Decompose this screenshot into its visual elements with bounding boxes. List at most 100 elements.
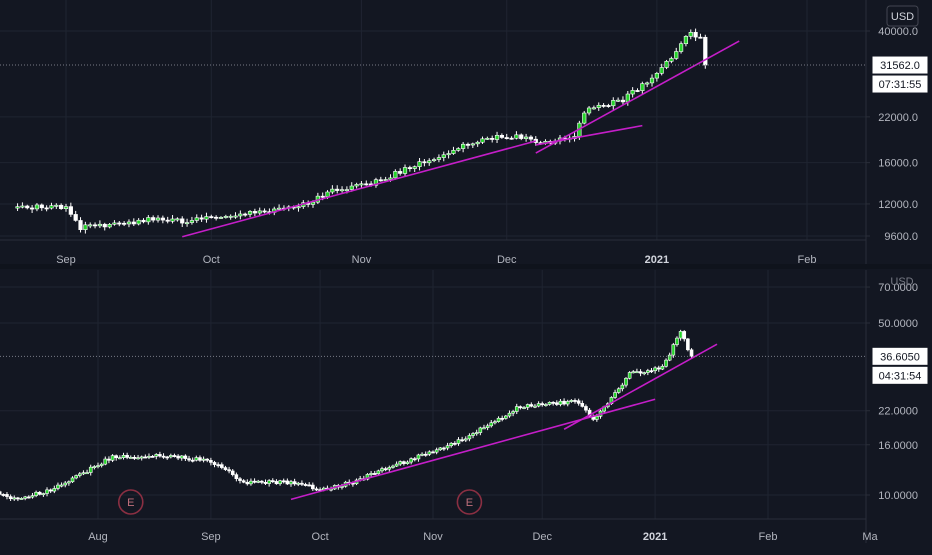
- candle: [194, 455, 199, 462]
- candle: [569, 399, 574, 403]
- candle: [41, 492, 46, 497]
- candle: [339, 186, 345, 193]
- candle-down: [78, 220, 83, 230]
- candle-up: [449, 442, 454, 447]
- candle: [645, 81, 650, 88]
- candle-down: [37, 491, 42, 495]
- earnings-marker-circle: [117, 489, 144, 515]
- countdown-badge: 07:31:55: [871, 74, 929, 94]
- candle: [675, 336, 679, 347]
- candle-down: [398, 171, 403, 174]
- candle-up: [514, 406, 519, 412]
- candle: [398, 168, 403, 176]
- candle: [460, 436, 464, 443]
- candle-up: [616, 99, 621, 102]
- candle-down: [576, 400, 581, 404]
- candle-up: [77, 473, 82, 476]
- candle-up: [669, 58, 674, 62]
- candle: [525, 403, 530, 410]
- candle: [518, 405, 523, 410]
- trendline[interactable]: [290, 398, 656, 501]
- candle: [276, 204, 282, 211]
- candle: [170, 215, 175, 224]
- candle: [234, 472, 239, 482]
- candle-up: [624, 377, 628, 386]
- candle: [292, 478, 297, 486]
- time-axis[interactable]: Sep Oct Nov Dec 2021 Feb: [0, 239, 866, 266]
- countdown-label: 07:31:55: [879, 79, 922, 91]
- candle-down: [165, 219, 170, 222]
- candle-up: [340, 485, 344, 488]
- currency-button[interactable]: USD: [886, 5, 919, 27]
- candle-up: [170, 218, 175, 222]
- time-axis[interactable]: Aug Sep Oct Nov Dec 2021 Feb Ma: [0, 518, 878, 543]
- candle-up: [523, 136, 529, 139]
- trendline[interactable]: [182, 140, 536, 238]
- candle: [558, 399, 563, 407]
- candle: [405, 460, 410, 465]
- candle: [576, 398, 581, 406]
- candle-up: [427, 451, 432, 455]
- candle: [198, 455, 202, 462]
- candle: [475, 140, 480, 147]
- candle-up: [649, 77, 655, 84]
- candle-down: [8, 496, 13, 500]
- candle: [383, 176, 388, 182]
- candle-up: [456, 148, 461, 151]
- trendline[interactable]: [563, 343, 718, 430]
- candle-down: [187, 458, 191, 461]
- candle-up: [354, 184, 359, 187]
- candle: [48, 488, 53, 494]
- trendline[interactable]: [535, 40, 740, 154]
- candle-up: [154, 454, 159, 457]
- candle: [252, 208, 257, 217]
- candle-up: [70, 477, 75, 483]
- candle-down: [241, 480, 246, 483]
- chart-panel-bottom[interactable]: E E 70.0000 50.0000 22.0000 16.0000 10.0000 USD…: [0, 270, 932, 543]
- price-axis-bg: [866, 270, 932, 519]
- candle: [431, 157, 437, 163]
- earnings-marker[interactable]: E: [117, 489, 144, 515]
- candle: [78, 217, 83, 233]
- candle-up: [63, 482, 68, 486]
- earnings-marker-label: E: [127, 497, 134, 509]
- candle: [245, 479, 250, 486]
- candle: [143, 454, 148, 459]
- y-tick-label: 50.0000: [878, 318, 918, 330]
- candle: [529, 402, 534, 408]
- candle: [412, 457, 417, 462]
- candle-up: [126, 221, 132, 225]
- candle: [67, 480, 71, 486]
- candle-down: [27, 496, 31, 499]
- candle-down: [528, 136, 534, 140]
- candle-down: [150, 455, 155, 458]
- trendline[interactable]: [535, 124, 643, 146]
- price-axis[interactable]: 70.0000 50.0000 22.0000 16.0000 10.0000 USD 36…: [865, 270, 932, 543]
- candle: [547, 401, 552, 406]
- candle-down: [59, 204, 64, 209]
- candle-up: [671, 344, 676, 356]
- candles: [0, 329, 694, 502]
- candle-up: [256, 480, 261, 483]
- earnings-marker[interactable]: E: [456, 489, 483, 515]
- candle-up: [56, 484, 60, 489]
- candle: [611, 97, 616, 110]
- candle: [233, 212, 238, 219]
- candle: [620, 96, 626, 106]
- candle-down: [378, 179, 383, 182]
- candle-down: [220, 464, 224, 468]
- price-axis[interactable]: 40000.0 22000.0 16000.0 12000.0 9600.0 USD 315…: [865, 0, 932, 264]
- candle-up: [412, 166, 417, 169]
- candle-up: [478, 427, 483, 433]
- candle-up: [445, 445, 450, 449]
- candle: [509, 136, 514, 140]
- candle-up: [23, 496, 27, 499]
- candle: [638, 369, 643, 377]
- candle-up: [249, 480, 253, 485]
- candle-down: [587, 409, 592, 417]
- candle-up: [59, 484, 64, 487]
- candle-up: [514, 134, 519, 139]
- chart-panel-top[interactable]: 40000.0 22000.0 16000.0 12000.0 9600.0 USD 315…: [0, 0, 932, 266]
- candle: [52, 485, 57, 494]
